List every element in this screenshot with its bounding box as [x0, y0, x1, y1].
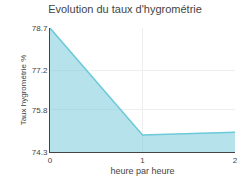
svg-text:75.8: 75.8	[32, 106, 48, 115]
svg-text:78.7: 78.7	[32, 24, 48, 33]
svg-text:0: 0	[48, 156, 53, 165]
svg-text:74.3: 74.3	[32, 148, 48, 157]
svg-text:Evolution du taux d'hygrométri: Evolution du taux d'hygrométrie	[48, 3, 202, 15]
svg-text:77.2: 77.2	[32, 66, 48, 75]
svg-text:Taux hygrométrie %: Taux hygrométrie %	[19, 55, 28, 126]
svg-text:2: 2	[233, 156, 238, 165]
svg-text:heure par heure: heure par heure	[110, 166, 174, 176]
svg-text:1: 1	[140, 156, 145, 165]
